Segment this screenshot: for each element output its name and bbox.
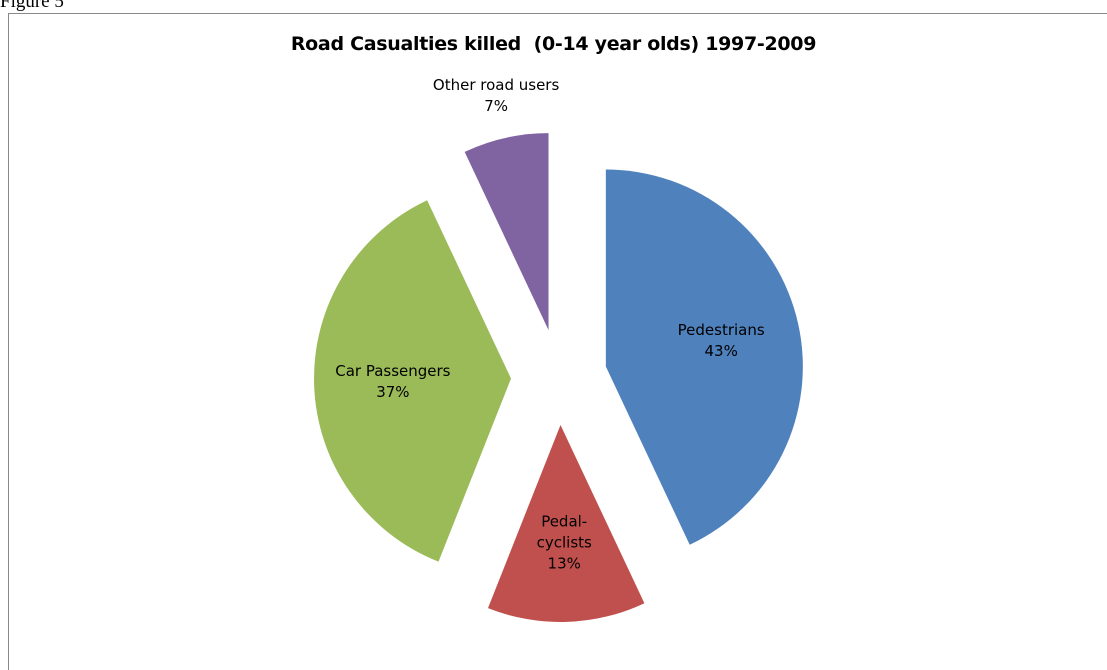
category-label: Car Passengers	[335, 362, 451, 381]
value-label: 13%	[547, 554, 581, 573]
pie-slice	[464, 133, 549, 331]
category-label: Pedestrians	[677, 320, 765, 339]
value-label: 43%	[704, 341, 738, 360]
slice-label: Car Passengers 37%	[293, 361, 493, 403]
value-label: 7%	[484, 96, 508, 115]
chart-title: Road Casualties killed (0-14 year olds) …	[290, 33, 817, 55]
category-label: Pedal-cyclists	[536, 512, 592, 552]
chart-frame	[8, 13, 1107, 670]
slice-label: Pedestrians 43%	[621, 320, 821, 362]
pie-slice	[314, 200, 512, 562]
category-label: Other road users	[432, 75, 560, 94]
pie-slice	[487, 424, 645, 622]
slice-label: Other road users 7%	[396, 75, 596, 117]
value-label: 37%	[376, 383, 410, 402]
figure-label: Figure 5	[0, 0, 64, 12]
slice-label: Pedal-cyclists 13%	[524, 512, 604, 575]
pie-slice	[605, 169, 803, 545]
